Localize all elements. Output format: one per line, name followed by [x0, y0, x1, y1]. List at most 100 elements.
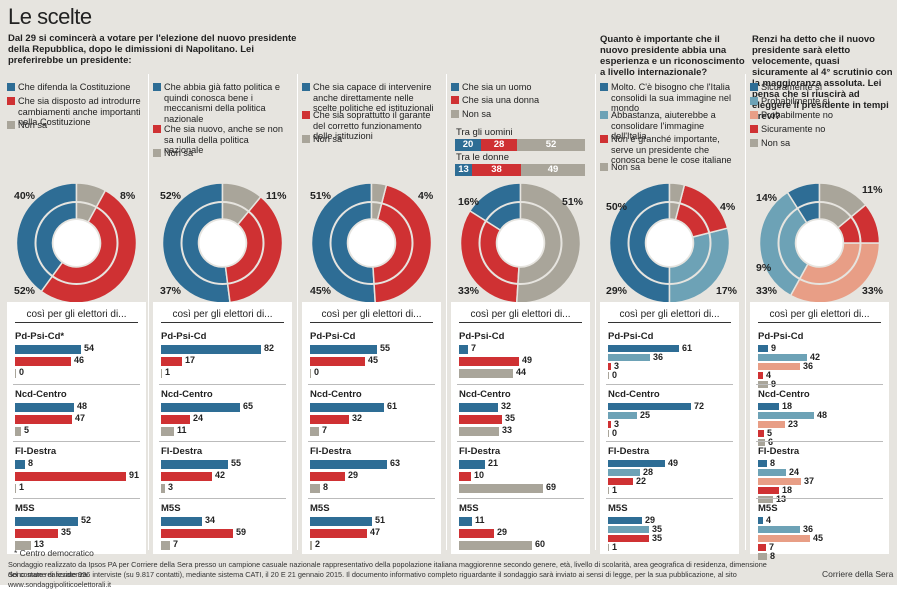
gender-cell: 28: [481, 139, 517, 151]
bar-value: 10: [474, 470, 485, 480]
donut-hole: [53, 220, 100, 266]
gender-row-label: Tra gli uomini: [456, 127, 513, 138]
donut-chart: [15, 182, 138, 304]
bar-segment: [608, 469, 640, 476]
cosi-label: così per gli elettori di...: [321, 309, 422, 320]
party-name: Ncd-Centro: [15, 389, 67, 400]
bar-segment: [310, 369, 311, 378]
bar-value: 45: [813, 533, 824, 543]
legend-item: Non sa: [750, 138, 886, 149]
bar-value: 29: [348, 470, 359, 480]
bar-value: 9: [771, 343, 777, 353]
bar-value: 13: [776, 494, 787, 504]
question-renzi: Renzi ha detto che il nuovo presidente s…: [752, 34, 893, 122]
bar-segment: [310, 415, 349, 424]
group-separator: [159, 498, 286, 499]
bar-segment: [608, 354, 650, 361]
donut-label: 52%: [160, 190, 182, 202]
party-name: Pd-Psi-Cd*: [15, 331, 65, 342]
legend-swatch: [451, 96, 459, 104]
donut-label: 4%: [720, 201, 736, 213]
bar-segment: [608, 430, 609, 437]
bar-value: 45: [368, 355, 379, 365]
bar-value: 7: [769, 542, 775, 552]
donut-label: 16%: [458, 196, 480, 208]
bar-value: 8: [770, 458, 776, 468]
bar-value: 35: [61, 527, 72, 537]
group-separator: [606, 384, 733, 385]
party-name: Ncd-Centro: [758, 389, 810, 400]
bar-segment: [758, 345, 768, 352]
bar-segment: [161, 517, 202, 526]
bar-segment: [310, 427, 319, 436]
donut-slice: [608, 182, 671, 304]
donut-label: 45%: [310, 285, 332, 297]
legend-swatch: [750, 139, 758, 147]
bar-segment: [758, 421, 785, 428]
group-separator: [159, 384, 286, 385]
legend-swatch: [153, 83, 161, 91]
bar-value: 0: [612, 428, 618, 438]
bar-segment: [310, 484, 320, 493]
bar-segment: [15, 357, 71, 366]
donut-chart: [608, 182, 731, 304]
bar-segment: [15, 460, 25, 469]
bar-value: 11: [177, 425, 187, 435]
legend-item: Che sia un uomo: [451, 82, 587, 93]
bar-segment: [161, 541, 170, 550]
bar-value: 42: [810, 352, 821, 362]
bar-value: 91: [129, 470, 140, 480]
bar-segment: [758, 439, 765, 446]
bar-value: 0: [314, 367, 320, 377]
bar-segment: [608, 412, 637, 419]
legend-label: Sicuramente no: [761, 124, 826, 134]
group-separator: [159, 441, 286, 442]
bar-segment: [608, 421, 611, 428]
legend-swatch: [7, 83, 15, 91]
donut-label: 11%: [862, 184, 883, 196]
bar-value: 1: [612, 485, 618, 495]
bar-segment: [310, 460, 387, 469]
donut-slice: [161, 182, 231, 304]
page-title: Le scelte: [8, 4, 92, 29]
group-separator: [457, 384, 584, 385]
bar-segment: [161, 345, 261, 354]
donut-slice: [40, 189, 138, 304]
legend-label: Che sia nuovo, anche se non sa nulla del…: [164, 124, 284, 155]
question-international: Quanto è importante che il nuovo preside…: [600, 34, 745, 78]
bar-segment: [758, 517, 763, 524]
donut-label: 29%: [606, 285, 628, 297]
donut-label: 33%: [458, 285, 480, 297]
legend-swatch: [451, 83, 459, 91]
donut-label: 50%: [606, 201, 628, 213]
bar-segment: [459, 484, 543, 493]
legend-item: Che sia una donna: [451, 95, 587, 106]
legend-item: Abbastanza, aiuterebbe a consolidare l'i…: [600, 110, 736, 142]
cosi-label: così per gli elettori di...: [470, 309, 571, 320]
bar-value: 32: [501, 401, 512, 411]
bar-value: 34: [205, 515, 216, 525]
group-separator: [457, 498, 584, 499]
legend-label: Non è granché importante, serve un presi…: [611, 134, 732, 165]
bar-segment: [310, 403, 384, 412]
legend-swatch: [750, 83, 758, 91]
donut-label: 4%: [418, 190, 434, 202]
legend-label: Che sia disposto ad introdurre cambiamen…: [18, 96, 141, 127]
legend-item: Molto. C'è bisogno che l'Italia consolid…: [600, 82, 736, 114]
bar-segment: [608, 363, 611, 370]
legend-item: Non è granché importante, serve un presi…: [600, 134, 736, 166]
bar-segment: [758, 535, 810, 542]
cosi-underline: [15, 322, 138, 323]
legend-label: Sicuramente sì: [761, 82, 823, 92]
party-name: FI-Destra: [758, 446, 800, 457]
group-separator: [457, 441, 584, 442]
legend-swatch: [451, 110, 459, 118]
bar-segment: [310, 517, 372, 526]
donut-label: 51%: [562, 196, 584, 208]
cosi-underline: [161, 322, 284, 323]
donut-slice: [668, 182, 686, 221]
bar-value: 7: [173, 539, 179, 549]
bar-segment: [608, 478, 633, 485]
gender-cell: 13: [455, 164, 472, 176]
gender-cell: 49: [521, 164, 585, 176]
